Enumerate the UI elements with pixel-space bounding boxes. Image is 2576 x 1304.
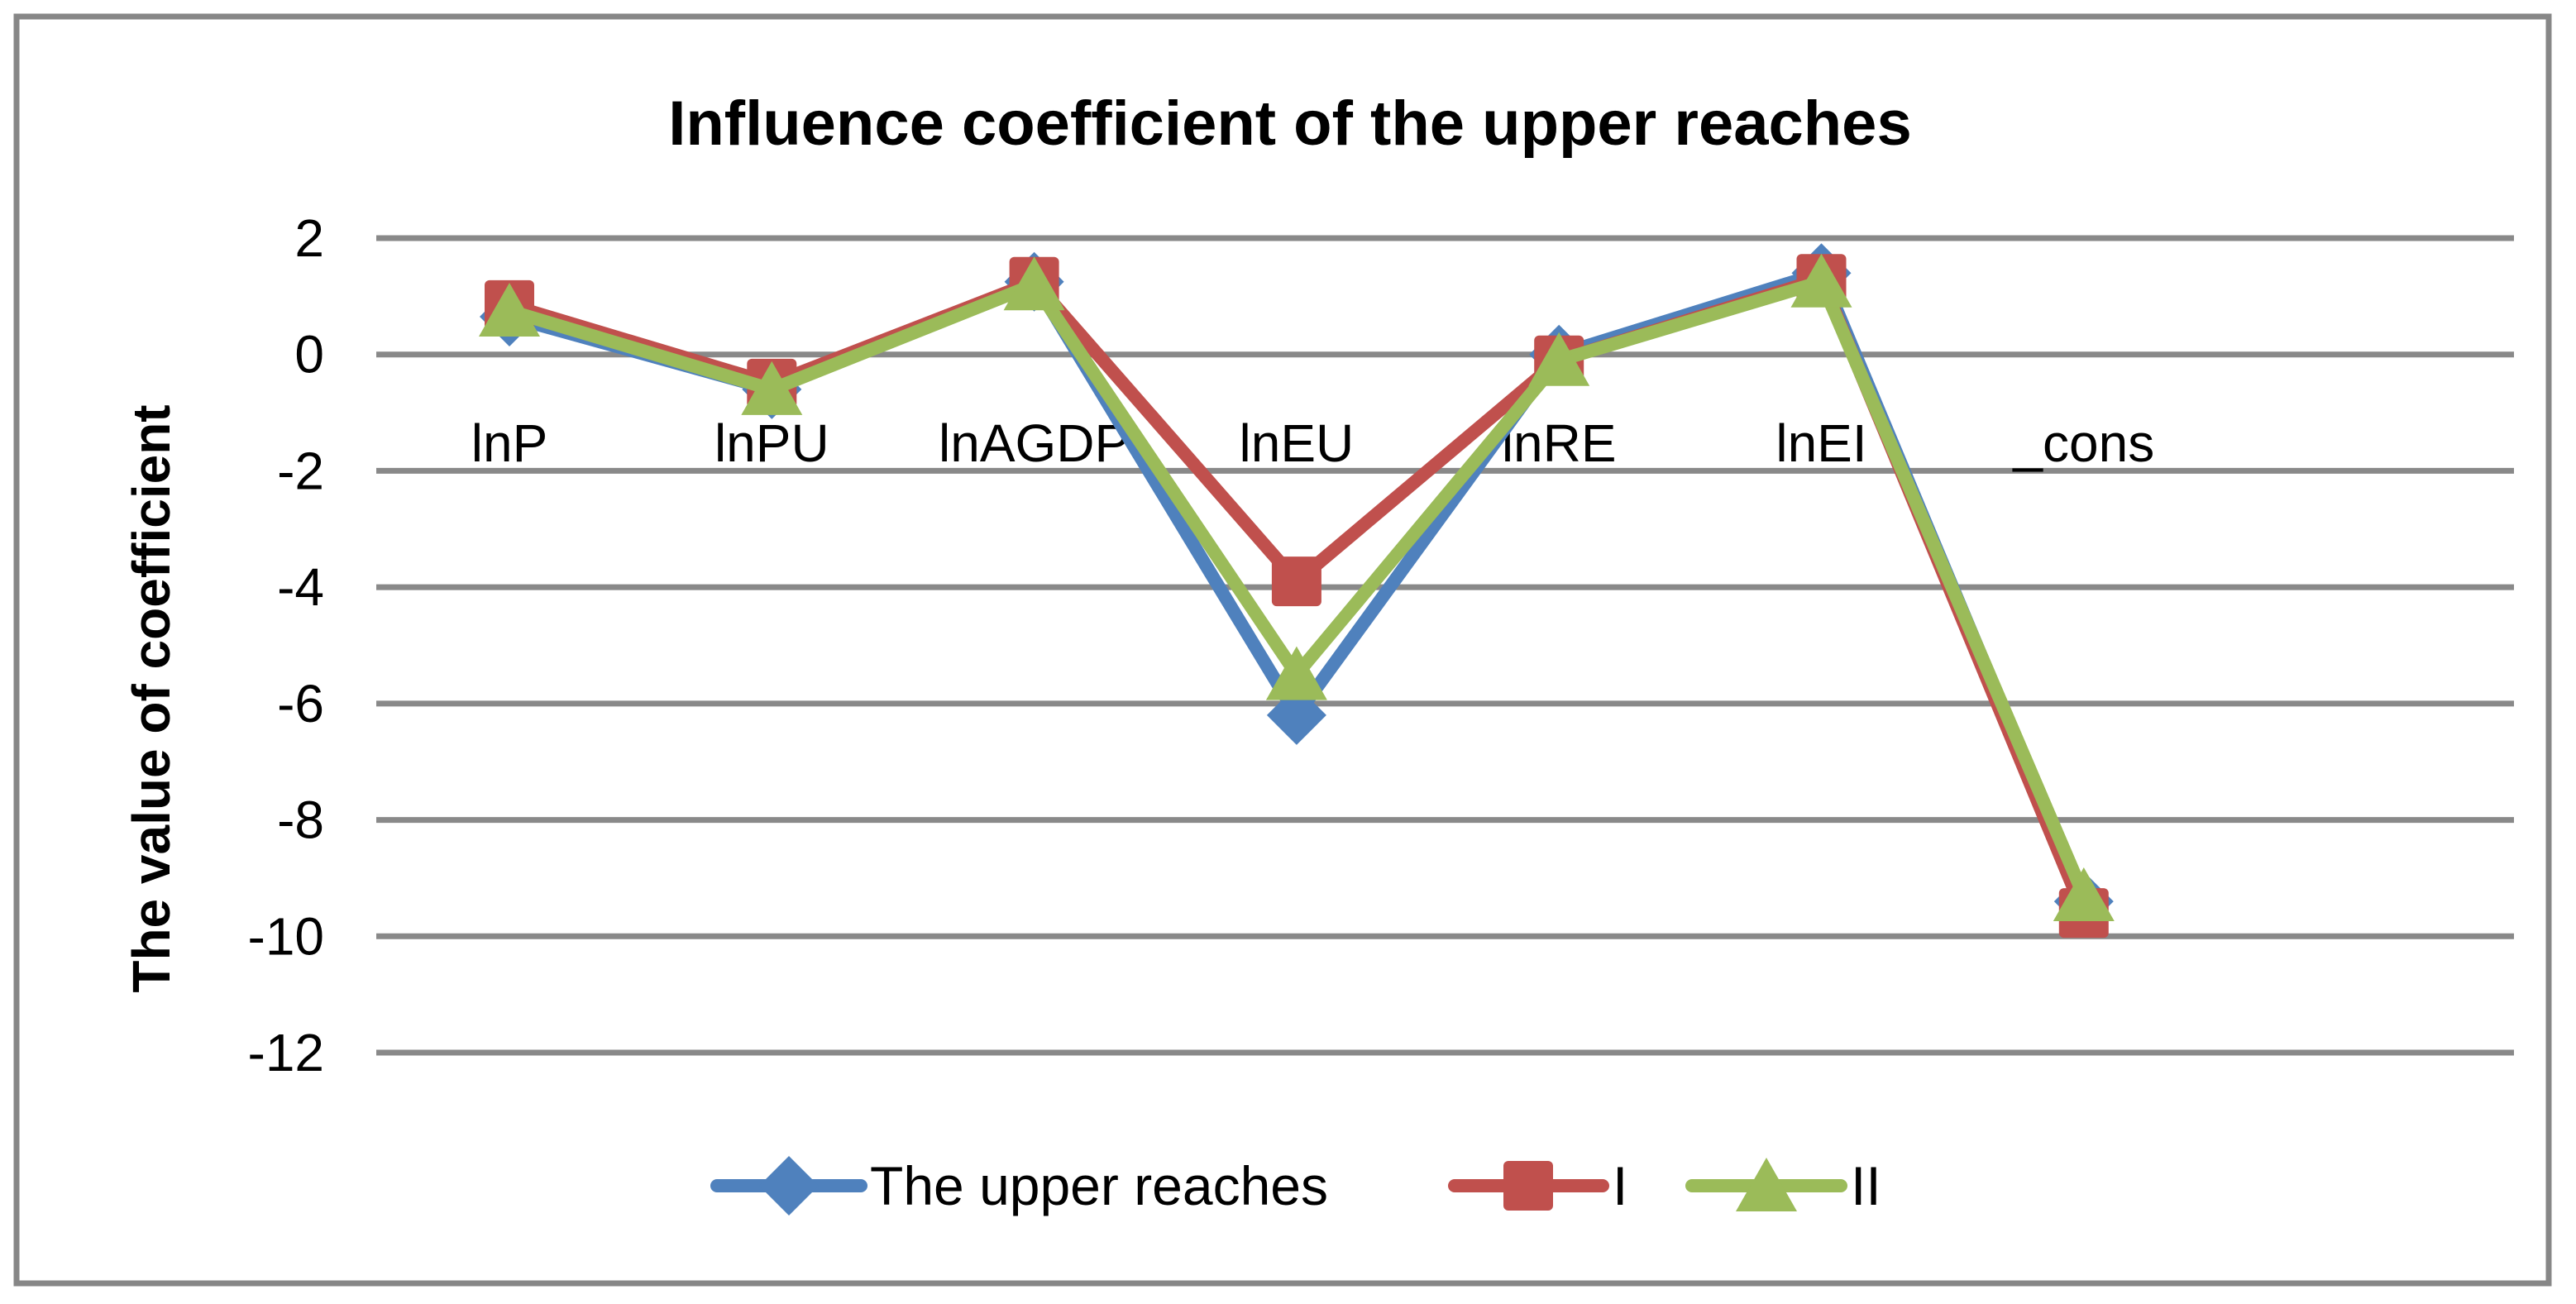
x-category-label-lnPU: lnPU (714, 413, 829, 473)
y-tick-label: -4 (277, 557, 324, 617)
legend-item-i: I (1448, 1155, 1627, 1216)
series-ii (479, 253, 2115, 922)
y-axis-title: The value of coefficient (122, 404, 181, 992)
data-point-marker-triangle (1790, 253, 1852, 308)
y-tick-label: 0 (294, 325, 324, 385)
gridlines-group (376, 235, 2514, 1056)
data-point-marker-triangle (1003, 256, 1065, 311)
legend-marker-diamond-icon (759, 1156, 819, 1216)
y-tick-label: -8 (277, 791, 324, 850)
data-point-marker-triangle (2053, 867, 2115, 922)
chart-title: Influence coefficient of the upper reach… (668, 88, 1911, 159)
x-category-label-lnEI: lnEI (1775, 413, 1866, 473)
legend-label: II (1851, 1155, 1881, 1216)
data-point-marker-triangle (1265, 646, 1327, 700)
x-category-label-lnEU: lnEU (1240, 413, 1355, 473)
legend-marker-square-icon (1503, 1161, 1553, 1211)
y-axis-tick-labels: 2 0 -2 -4 -6 -8 -10 -12 (248, 208, 325, 1082)
chart-border (13, 13, 2552, 1287)
x-category-label-lnAGDP: lnAGDP (939, 413, 1130, 473)
data-point-marker-square (1271, 556, 1321, 607)
data-point-marker-triangle (1528, 332, 1590, 386)
x-category-label-lnP: lnP (471, 413, 548, 473)
y-tick-label: -10 (248, 906, 325, 966)
legend-item-the-upper-reaches: The upper reaches (710, 1155, 1328, 1216)
y-tick-label: -12 (248, 1023, 325, 1082)
y-tick-label: 2 (294, 208, 324, 268)
legend-marker-triangle-icon (1736, 1158, 1797, 1211)
x-axis-category-labels: lnP lnPU lnAGDP lnEU lnRE lnEI _cons (471, 413, 2154, 473)
series-group (479, 243, 2115, 939)
legend-item-ii: II (1685, 1155, 1881, 1216)
data-point-marker-triangle (479, 282, 540, 337)
legend: The upper reaches I II (710, 1155, 1881, 1216)
x-category-label-lnRE: lnRE (1502, 413, 1617, 473)
legend-label: I (1613, 1155, 1627, 1216)
y-tick-label: -6 (277, 674, 324, 733)
legend-label: The upper reaches (870, 1155, 1328, 1216)
data-point-marker-triangle (741, 361, 803, 415)
x-category-label-cons: _cons (2012, 413, 2154, 473)
y-tick-label: -2 (277, 441, 324, 500)
data-point-marker-diamond (1266, 685, 1326, 745)
